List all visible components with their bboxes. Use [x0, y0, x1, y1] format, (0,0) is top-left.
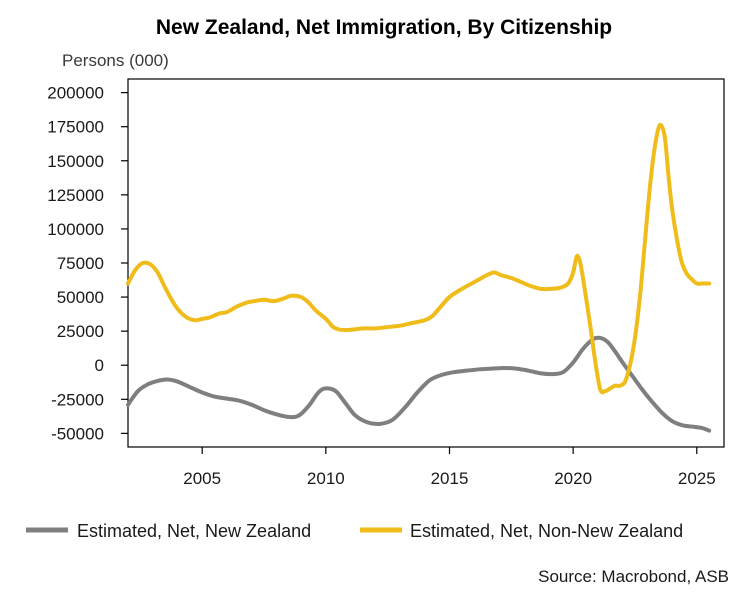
y-tick-label: -50000	[51, 424, 104, 443]
y-tick-label: 25000	[57, 322, 104, 341]
y-tick-label: 175000	[47, 118, 104, 137]
x-tick-label: 2015	[431, 469, 469, 488]
y-tick-label: 75000	[57, 254, 104, 273]
plot-frame	[127, 78, 725, 448]
y-tick-label: 50000	[57, 288, 104, 307]
series-line-new-zealand	[126, 335, 712, 433]
y-tick-label: 200000	[47, 84, 104, 103]
y-tick-label: -25000	[51, 390, 104, 409]
x-axis: 2005 2010 2015 2020 2025	[183, 447, 716, 488]
y-tick-label: 100000	[47, 220, 104, 239]
source-note: Source: Macrobond, ASB	[538, 567, 729, 586]
y-axis: 200000 175000 150000 125000 100000 75000 50000…	[47, 84, 128, 443]
y-tick-label: 0	[95, 356, 104, 375]
series-lines	[126, 122, 712, 433]
chart-title: New Zealand, Net Immigration, By Citizen…	[156, 16, 612, 39]
x-tick-label: 2020	[554, 469, 592, 488]
legend-label-new-zealand: Estimated, Net, New Zealand	[77, 521, 311, 541]
y-axis-unit-label: Persons (000)	[62, 51, 169, 70]
x-tick-label: 2025	[678, 469, 716, 488]
legend-label-non-new-zealand: Estimated, Net, Non-New Zealand	[410, 521, 683, 541]
legend: Estimated, Net, New Zealand Estimated, N…	[26, 521, 683, 541]
series-line-non-new-zealand	[126, 122, 712, 395]
y-tick-label: 150000	[47, 152, 104, 171]
y-tick-label: 125000	[47, 186, 104, 205]
x-tick-label: 2010	[307, 469, 345, 488]
x-tick-label: 2005	[183, 469, 221, 488]
